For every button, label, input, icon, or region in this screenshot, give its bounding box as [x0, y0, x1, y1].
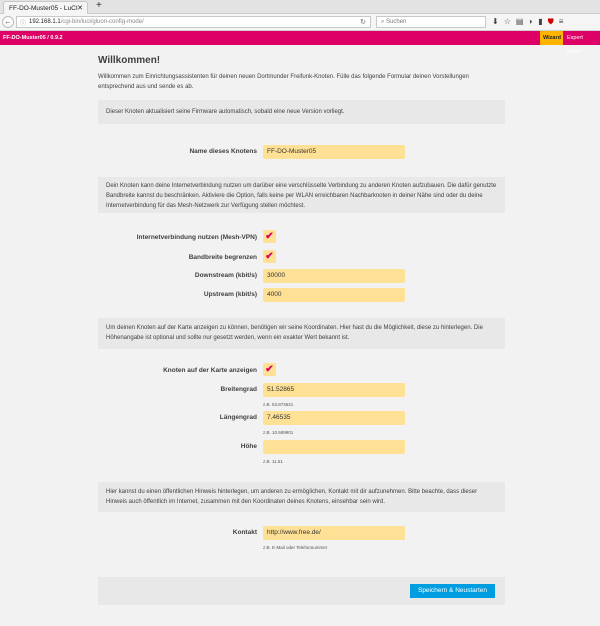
save-and-restart-button[interactable]: Speichern & Neustarten: [410, 584, 495, 598]
name-label: Name dieses Knotens: [189, 148, 257, 155]
contact-input[interactable]: http://www.free.de/: [263, 526, 405, 540]
contact-hint: z.B. E-Mail oder Telefonnummer: [263, 545, 328, 550]
reload-icon[interactable]: ↻: [360, 19, 366, 26]
longitude-input[interactable]: 7.46535: [263, 411, 405, 425]
search-input[interactable]: ⌕ Suchen: [376, 16, 486, 28]
downstream-input[interactable]: 30000: [263, 269, 405, 283]
mesh-vpn-checkbox[interactable]: ✔: [263, 230, 276, 243]
downstream-label: Downstream (kbit/s): [194, 272, 257, 279]
form-footer: Speichern & Neustarten: [98, 577, 505, 605]
clipboard-icon[interactable]: ▤: [515, 17, 529, 26]
altitude-hint: z.B. 11.51: [263, 459, 283, 464]
extension-icon[interactable]: ▮: [538, 17, 548, 26]
upstream-label: Upstream (kbit/s): [203, 291, 257, 298]
longitude-hint: z.B. 10.689901: [263, 430, 294, 435]
upstream-input[interactable]: 4000: [263, 288, 405, 302]
longitude-label: Längengrad: [219, 414, 257, 421]
brand[interactable]: FF-DO-Muster05 / 0.9.2: [3, 35, 63, 41]
page-title: Willkommen!: [98, 55, 161, 66]
bookmark-star-icon[interactable]: ☆: [503, 17, 516, 26]
latitude-input[interactable]: 51.52865: [263, 383, 405, 397]
toolbar-icons[interactable]: ⬇☆▤◗▮⛊≡: [492, 17, 568, 27]
info-icon[interactable]: ⓘ: [20, 21, 27, 27]
limit-label: Bandbreite begrenzen: [188, 254, 257, 261]
back-button[interactable]: ←: [2, 16, 14, 28]
vpn-label: Internetverbindung nutzen (Mesh-VPN): [136, 234, 257, 241]
url-host: 192.168.1.1: [29, 19, 61, 25]
map-note: Um deinen Knoten auf der Karte anzeigen …: [98, 318, 505, 349]
browser-tab[interactable]: FF-DO-Muster05 - LuCI ✕: [3, 1, 88, 14]
limit-bandwidth-checkbox[interactable]: ✔: [263, 250, 276, 263]
show-on-map-checkbox[interactable]: ✔: [263, 363, 276, 376]
map-label: Knoten auf der Karte anzeigen: [163, 367, 257, 374]
new-tab-button[interactable]: +: [96, 0, 102, 11]
tab-bar: FF-DO-Muster05 - LuCI ✕ +: [0, 0, 600, 14]
expert-mode-tab[interactable]: Expert Mode: [567, 35, 583, 55]
contact-label: Kontakt: [232, 529, 257, 536]
luci-header: FF-DO-Muster05 / 0.9.2 Wizard Expert Mod…: [0, 31, 600, 55]
search-placeholder: Suchen: [386, 19, 407, 25]
url-path: /cgi-bin/luci/gluon-config-mode/: [60, 19, 144, 25]
url-input[interactable]: ⓘ 192.168.1.1/cgi-bin/luci/gluon-config-m…: [16, 16, 371, 28]
shield-icon[interactable]: ⛊: [547, 17, 559, 26]
intro-text: Willkommen zum Einrichtungsassistenten f…: [98, 74, 469, 90]
download-icon[interactable]: ⬇: [492, 17, 504, 26]
tab-title: FF-DO-Muster05 - LuCI: [9, 5, 78, 12]
nav-bar: ← ⓘ 192.168.1.1/cgi-bin/luci/gluon-config…: [0, 14, 600, 31]
latitude-label: Breitengrad: [220, 386, 257, 393]
vpn-note: Dein Knoten kann deine Internetverbindun…: [98, 177, 505, 213]
pocket-icon[interactable]: ◗: [528, 17, 539, 26]
wizard-tab[interactable]: Wizard: [540, 31, 563, 45]
altitude-label: Höhe: [240, 443, 257, 450]
autoupdate-note: Dieser Knoten aktualisiert seine Firmwar…: [98, 100, 505, 124]
close-tab-icon[interactable]: ✕: [77, 5, 83, 12]
menu-icon[interactable]: ≡: [558, 17, 569, 26]
contact-note: Hier kannst du einen öffentlichen Hinwei…: [98, 482, 505, 512]
latitude-hint: z.B. 53.873621: [263, 402, 294, 407]
altitude-input[interactable]: [263, 440, 405, 454]
hostname-input[interactable]: FF-DO-Muster05: [263, 145, 405, 159]
